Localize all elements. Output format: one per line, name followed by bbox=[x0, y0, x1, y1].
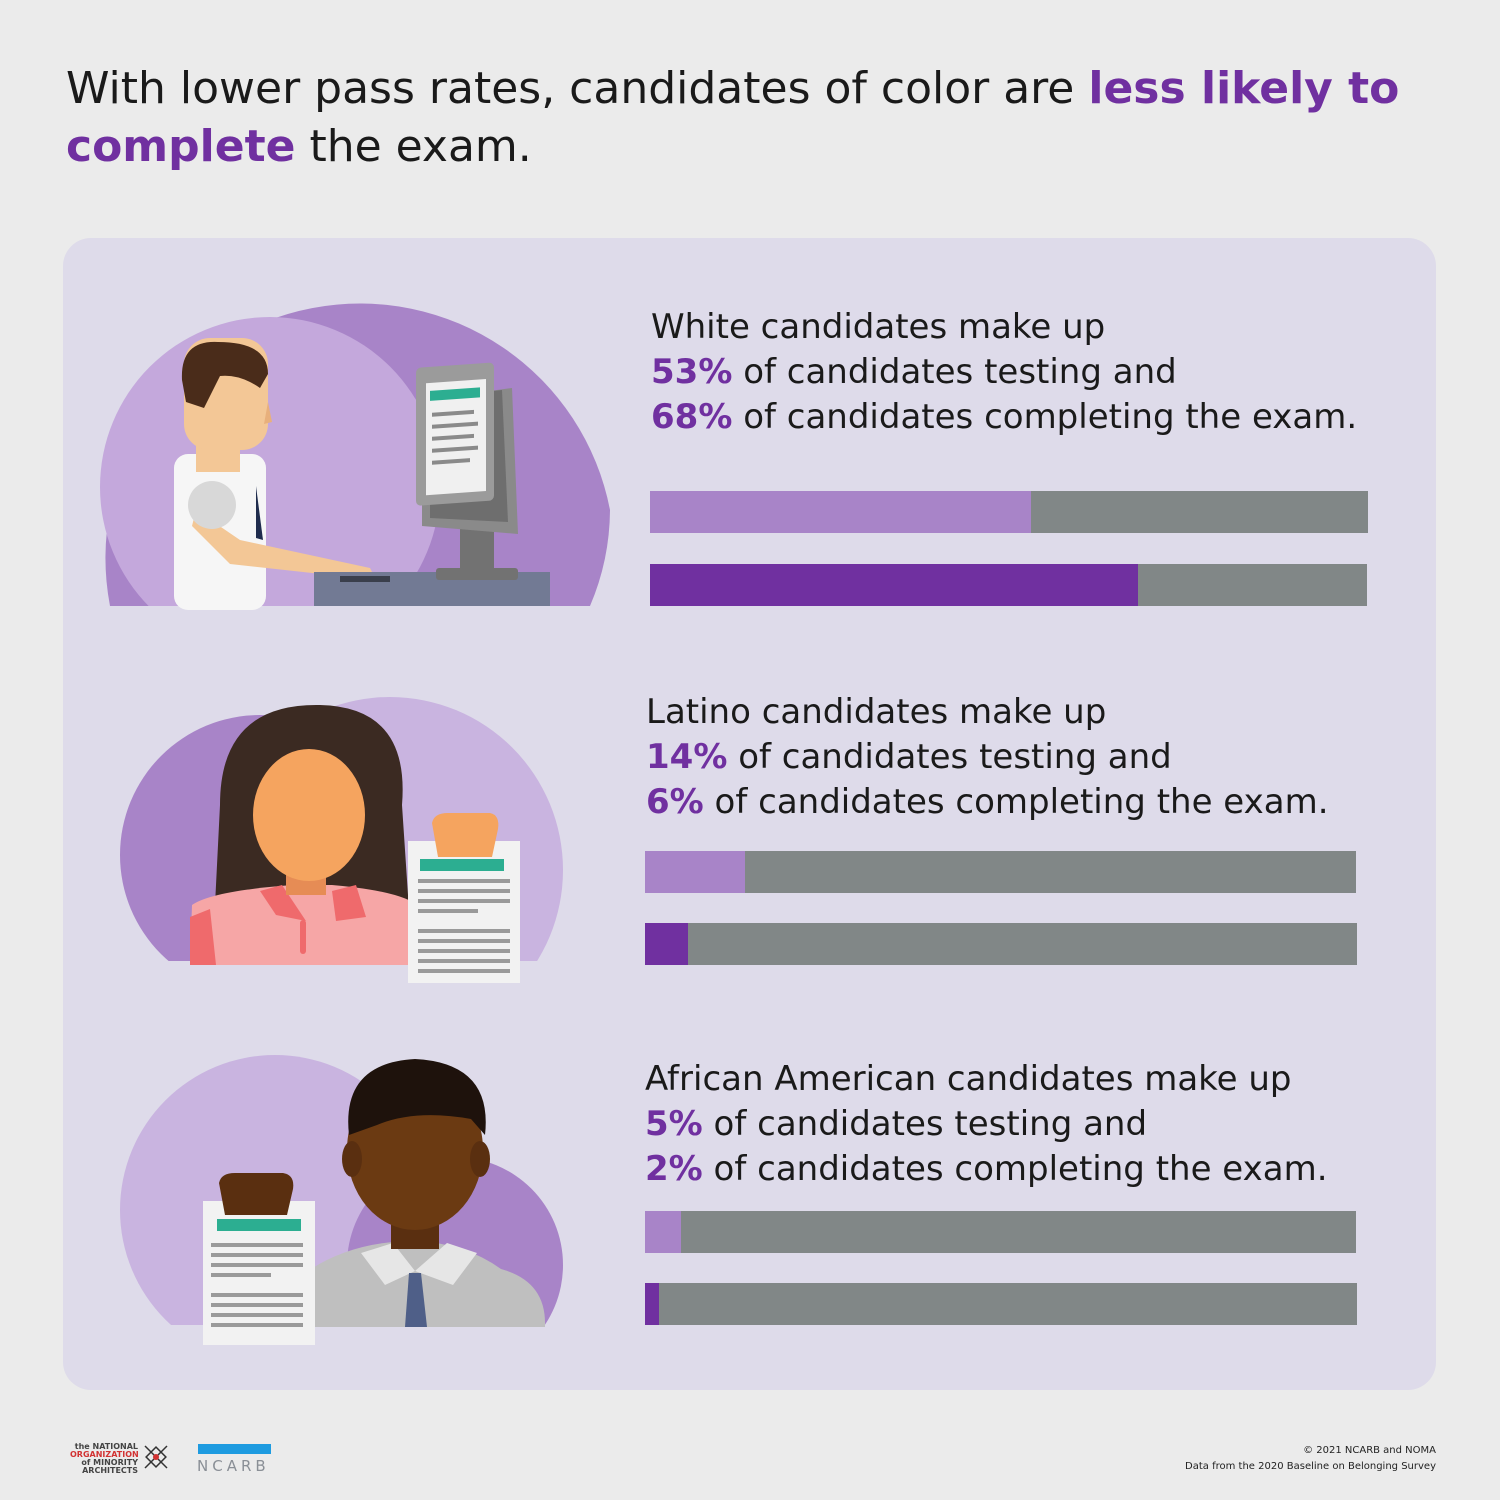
bar-african-american-testing bbox=[645, 1211, 1356, 1253]
bar-latino-completing bbox=[645, 923, 1357, 965]
row-african-american-line2: 5% of candidates testing and bbox=[645, 1102, 1328, 1147]
bar-latino-testing-fill bbox=[645, 851, 745, 893]
bar-white-testing-fill bbox=[650, 491, 1031, 533]
row-latino-testing-rest: of candidates testing and bbox=[727, 737, 1172, 777]
noma-logo-line1: the NATIONAL bbox=[74, 1442, 138, 1451]
bar-white-testing bbox=[650, 491, 1368, 533]
row-white-line3: 68% of candidates completing the exam. bbox=[651, 395, 1357, 440]
row-white-testing-rest: of candidates testing and bbox=[732, 352, 1177, 392]
title-highlight-2: complete bbox=[66, 121, 296, 172]
row-white-completing-pct: 68% bbox=[651, 397, 733, 437]
noma-logo-mark-icon bbox=[144, 1445, 168, 1469]
row-african-american-line1: African American candidates make up bbox=[645, 1059, 1292, 1099]
ncarb-logo: NCARB bbox=[197, 1457, 270, 1475]
footer-copyright: © 2021 NCARB and NOMA bbox=[1303, 1445, 1436, 1456]
row-latino-line2: 14% of candidates testing and bbox=[646, 735, 1329, 780]
row-african-american-testing-rest: of candidates testing and bbox=[702, 1104, 1148, 1144]
footer-credits: © 2021 NCARB and NOMA Data from the 2020… bbox=[1185, 1443, 1436, 1475]
bar-latino-testing bbox=[645, 851, 1356, 893]
bar-white-completing-fill bbox=[650, 564, 1138, 606]
bar-african-american-completing-fill bbox=[645, 1283, 660, 1325]
row-african-american-line3: 2% of candidates completing the exam. bbox=[645, 1147, 1328, 1192]
noma-logo-line4: ARCHITECTS bbox=[82, 1466, 138, 1475]
bar-white-completing bbox=[650, 564, 1367, 606]
footer-source: Data from the 2020 Baseline on Belonging… bbox=[1185, 1461, 1436, 1472]
noma-logo-line2: ORGANIZATION bbox=[70, 1450, 139, 1459]
woman-with-document-illustration bbox=[120, 697, 580, 995]
title-part2: the exam. bbox=[295, 121, 532, 172]
row-latino-text: Latino candidates make up 14% of candida… bbox=[646, 690, 1329, 825]
row-african-american-completing-rest: of candidates completing the exam. bbox=[702, 1149, 1328, 1189]
row-latino-line1: Latino candidates make up bbox=[646, 692, 1107, 732]
row-white-completing-rest: of candidates completing the exam. bbox=[732, 397, 1358, 437]
man-at-computer-illustration bbox=[100, 303, 620, 620]
noma-logo: the NATIONAL ORGANIZATION of MINORITY AR… bbox=[70, 1442, 139, 1475]
ncarb-logo-bar bbox=[198, 1444, 271, 1454]
row-white-text: White candidates make up 53% of candidat… bbox=[651, 305, 1357, 440]
row-latino-completing-rest: of candidates completing the exam. bbox=[703, 782, 1329, 822]
bar-african-american-testing-fill bbox=[645, 1211, 681, 1253]
title-part1: With lower pass rates, candidates of col… bbox=[66, 63, 1089, 114]
chart-title: With lower pass rates, candidates of col… bbox=[66, 60, 1426, 176]
bar-african-american-completing bbox=[645, 1283, 1357, 1325]
row-african-american-testing-pct: 5% bbox=[645, 1104, 703, 1144]
row-african-american-completing-pct: 2% bbox=[645, 1149, 703, 1189]
bar-latino-completing-fill bbox=[645, 923, 688, 965]
noma-logo-line3: of MINORITY bbox=[81, 1458, 138, 1467]
row-african-american-text: African American candidates make up 5% o… bbox=[645, 1057, 1328, 1192]
man-with-document-illustration bbox=[115, 1055, 575, 1355]
row-latino-completing-pct: 6% bbox=[646, 782, 704, 822]
row-white-line1: White candidates make up bbox=[651, 307, 1106, 347]
row-white-testing-pct: 53% bbox=[651, 352, 733, 392]
row-white-line2: 53% of candidates testing and bbox=[651, 350, 1357, 395]
title-highlight-1: less likely to bbox=[1088, 63, 1400, 114]
row-latino-testing-pct: 14% bbox=[646, 737, 728, 777]
row-latino-line3: 6% of candidates completing the exam. bbox=[646, 780, 1329, 825]
